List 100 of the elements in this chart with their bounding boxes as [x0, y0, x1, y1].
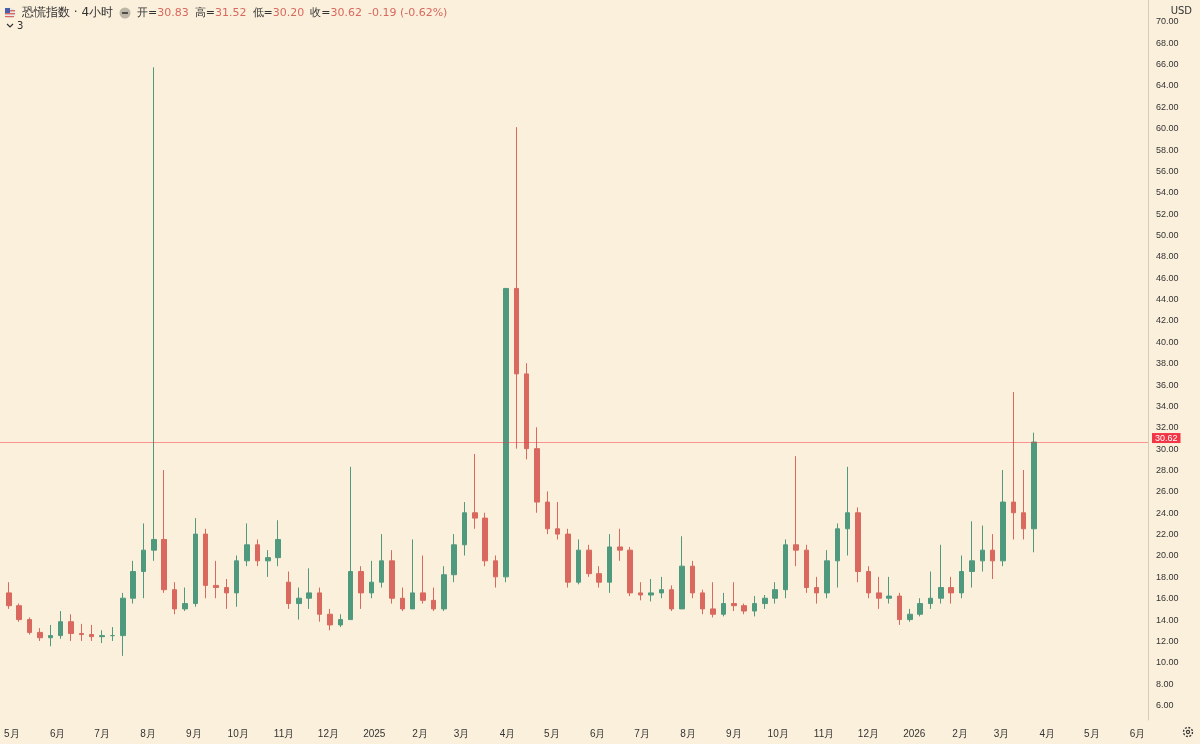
y-tick-label: 68.00 — [1156, 37, 1179, 48]
candlestick — [917, 597, 923, 617]
candlestick — [876, 576, 882, 610]
y-tick-label: 52.00 — [1156, 208, 1179, 219]
x-tick-label: 10月 — [767, 727, 789, 739]
x-tick-label: 4月 — [499, 727, 516, 739]
candlestick — [948, 576, 954, 605]
x-tick-label: 7月 — [94, 727, 110, 739]
candlestick — [524, 362, 529, 460]
candlestick — [48, 624, 53, 647]
candlestick — [907, 608, 913, 623]
y-tick-label: 48.00 — [1156, 251, 1179, 262]
candlestick — [731, 581, 737, 612]
x-tick-label: 5月 — [1084, 727, 1100, 739]
candlestick — [804, 544, 809, 594]
y-tick-label: 64.00 — [1156, 80, 1179, 91]
candlestick — [1021, 469, 1026, 540]
annotation: 收=30.62 — [310, 6, 362, 19]
candlestick — [99, 629, 105, 644]
y-tick-label: 12.00 — [1156, 635, 1179, 646]
candlestick — [275, 519, 281, 567]
candlestick — [482, 512, 488, 567]
candlestick — [690, 560, 695, 599]
candlestick — [627, 546, 633, 597]
x-tick-label: 9月 — [186, 727, 202, 739]
candlestick — [400, 587, 405, 612]
y-tick-label: 46.00 — [1156, 272, 1179, 283]
candlestick — [265, 549, 271, 578]
x-tick-label: 6月 — [1129, 727, 1146, 739]
candlestick — [6, 581, 12, 610]
y-tick-label: 6.00 — [1156, 700, 1174, 711]
candlestick — [317, 587, 322, 623]
x-tick-label: 6月 — [49, 727, 66, 739]
x-tick-label: 8月 — [680, 727, 696, 739]
x-tick-label: 10月 — [227, 727, 249, 739]
y-tick-label: 44.00 — [1156, 294, 1179, 305]
candlestick — [793, 455, 799, 567]
y-tick-label: 60.00 — [1156, 123, 1179, 134]
candlestick — [534, 426, 540, 514]
annotation: 低=30.20 — [252, 6, 305, 19]
candlestick — [710, 581, 716, 618]
candlestick — [193, 517, 198, 608]
candlestick — [648, 578, 654, 602]
candlestick — [389, 549, 395, 605]
y-tick-label: 10.00 — [1156, 657, 1179, 668]
candlestick — [555, 501, 560, 540]
candlestick — [462, 501, 467, 556]
candlestick — [617, 528, 623, 562]
candlestick — [596, 565, 602, 589]
candlestick — [928, 571, 933, 610]
candlestick — [68, 613, 74, 642]
annotation: -0.19 (-0.62%) — [367, 6, 448, 19]
y-tick-label: 56.00 — [1156, 165, 1179, 176]
y-tick-label: 34.00 — [1156, 400, 1179, 411]
candlestick — [897, 592, 902, 626]
x-tick-label: 12月 — [857, 727, 879, 739]
y-tick-label: 8.00 — [1156, 678, 1174, 689]
x-tick-label: 11月 — [273, 727, 295, 739]
candlestick — [835, 522, 840, 589]
candlestick — [130, 560, 136, 605]
x-tick-label: 11月 — [813, 727, 835, 739]
candlestick — [286, 571, 291, 610]
candlestick — [700, 589, 705, 615]
candlestick — [824, 549, 830, 599]
candlestick — [814, 576, 819, 605]
y-tick-label: 24.00 — [1156, 507, 1179, 518]
candlestick — [379, 533, 384, 589]
x-tick-label: 2月 — [412, 727, 428, 739]
candlestick — [669, 584, 674, 612]
candlestick — [296, 587, 302, 621]
candlestick — [980, 525, 985, 573]
candlestick — [234, 554, 239, 608]
candlestick — [369, 560, 374, 599]
candlestick — [938, 544, 944, 605]
candlestick — [203, 528, 208, 599]
candlestick — [255, 538, 260, 567]
candlestick — [27, 616, 32, 636]
candlestick — [431, 587, 436, 612]
candlestick — [886, 576, 892, 605]
x-tick-label: 3月 — [453, 727, 470, 739]
candlestick — [959, 554, 964, 599]
y-tick-label: 40.00 — [1156, 336, 1179, 347]
candlestick — [586, 544, 592, 578]
candlestick — [182, 587, 188, 612]
y-tick-label: 14.00 — [1156, 614, 1179, 625]
candlestick — [503, 287, 509, 583]
candlestick — [607, 533, 612, 594]
y-tick-label: 26.00 — [1156, 486, 1179, 497]
candlestick — [358, 565, 364, 610]
y-tick-label: 16.00 — [1156, 593, 1179, 604]
y-tick-label: 18.00 — [1156, 571, 1179, 582]
candlestick — [79, 623, 84, 642]
candlestick — [213, 560, 219, 599]
candlestick — [348, 466, 353, 621]
ref-line-label: 30.62 — [1155, 433, 1178, 444]
text: USD — [1170, 5, 1192, 16]
y-tick-label: 70.00 — [1156, 16, 1179, 27]
y-tick-label: 36.00 — [1156, 379, 1179, 390]
candlestick — [679, 535, 685, 610]
candlestick — [741, 603, 747, 615]
